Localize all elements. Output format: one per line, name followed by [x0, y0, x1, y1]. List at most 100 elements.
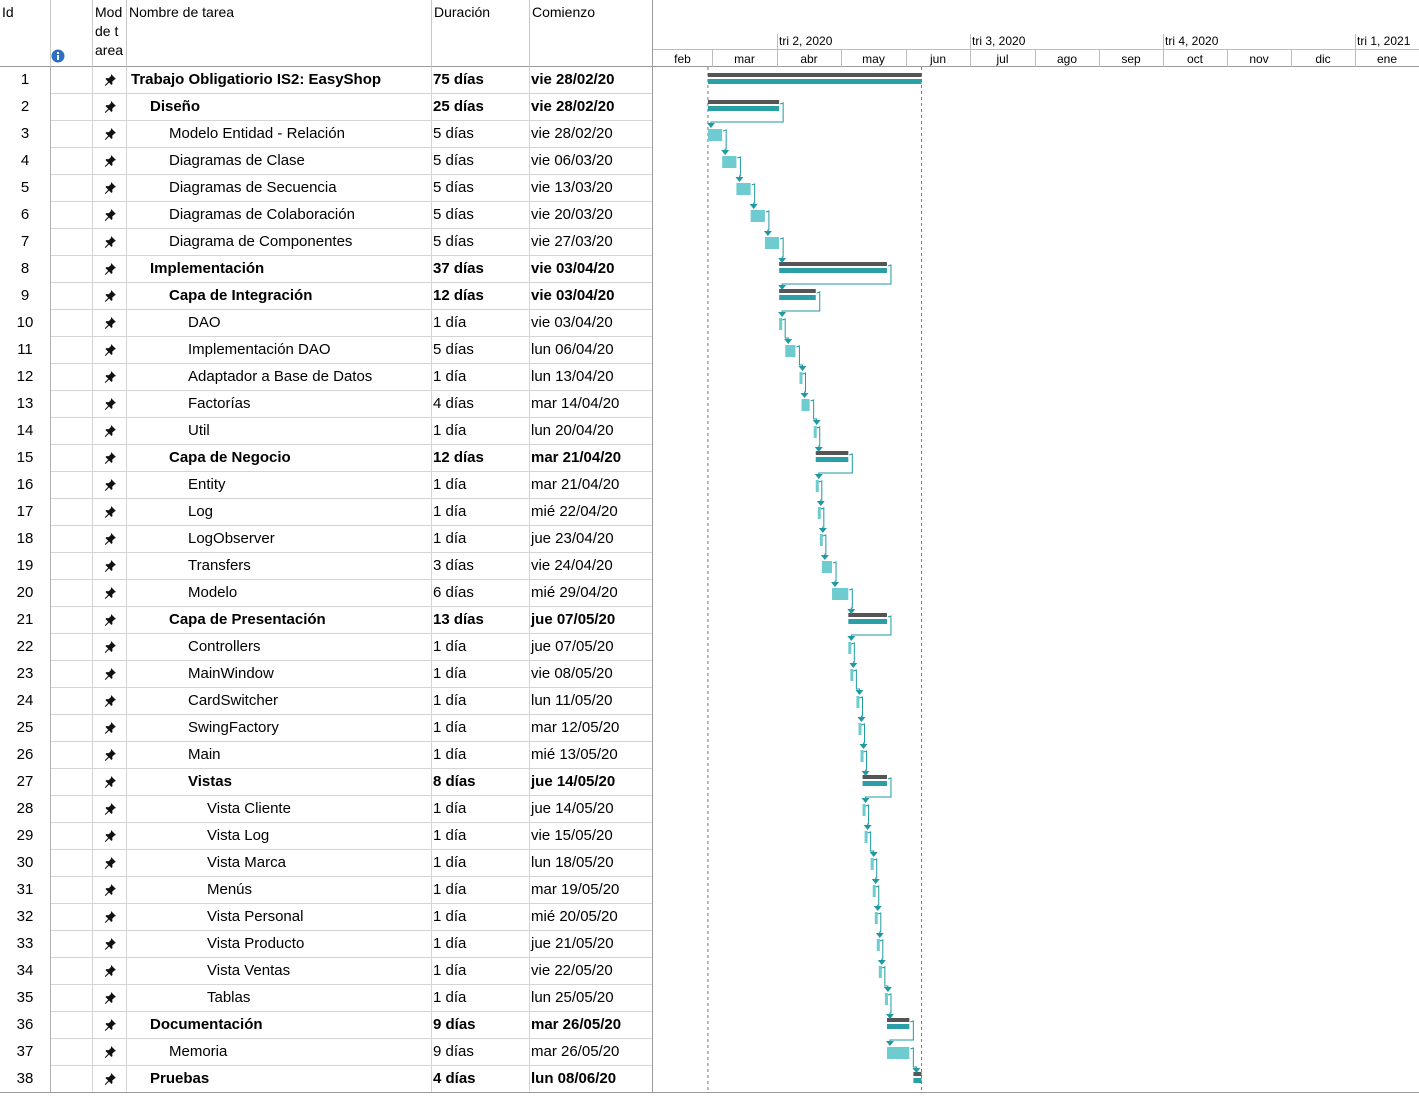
task-indicator-cell[interactable] [51, 877, 93, 904]
task-row[interactable]: 36 Documentación 9 días mar 26/05/20 [0, 1012, 652, 1039]
task-mode-cell[interactable] [93, 337, 127, 364]
task-indicator-cell[interactable] [51, 148, 93, 175]
task-start-cell[interactable]: mar 26/05/20 [531, 1043, 620, 1060]
task-start-cell[interactable]: mar 26/05/20 [531, 1016, 622, 1033]
task-start-cell[interactable]: mar 19/05/20 [531, 881, 620, 898]
task-mode-cell[interactable] [93, 1012, 127, 1039]
task-duration-cell[interactable]: 1 día [432, 661, 530, 688]
task-row[interactable]: 21 Capa de Presentación 13 días jue 07/05/2… [0, 607, 652, 634]
task-mode-cell[interactable] [93, 553, 127, 580]
task-indicator-cell[interactable] [51, 823, 93, 850]
task-duration-cell[interactable]: 75 días [432, 67, 530, 94]
task-mode-cell[interactable] [93, 499, 127, 526]
task-start-cell[interactable]: mar 12/05/20 [531, 719, 620, 736]
task-name-cell[interactable]: Capa de Negocio [127, 445, 432, 472]
task-indicator-cell[interactable] [51, 931, 93, 958]
task-name-cell[interactable]: Tablas [127, 985, 432, 1012]
task-start-cell[interactable]: vie 06/03/20 [531, 152, 613, 169]
task-mode-cell[interactable] [93, 445, 127, 472]
task-name-cell[interactable]: Memoria [127, 1039, 432, 1066]
task-indicator-cell[interactable] [51, 985, 93, 1012]
task-start-cell[interactable]: vie 28/02/20 [531, 71, 615, 88]
task-start-cell[interactable]: lun 25/05/20 [531, 989, 614, 1006]
task-id-cell[interactable]: 27 [0, 769, 51, 796]
task-indicator-cell[interactable] [51, 67, 93, 94]
task-start-cell[interactable]: jue 21/05/20 [531, 935, 614, 952]
task-start-cell[interactable]: vie 13/03/20 [531, 179, 613, 196]
task-start-cell[interactable]: lun 13/04/20 [531, 368, 614, 385]
task-indicator-cell[interactable] [51, 634, 93, 661]
task-row[interactable]: 24 CardSwitcher 1 día lun 11/05/20 [0, 688, 652, 715]
task-indicator-cell[interactable] [51, 796, 93, 823]
task-name-cell[interactable]: Controllers [127, 634, 432, 661]
task-name-cell[interactable]: Pruebas [127, 1066, 432, 1093]
task-indicator-cell[interactable] [51, 175, 93, 202]
task-id-cell[interactable]: 11 [0, 337, 51, 364]
task-duration-cell[interactable]: 9 días [432, 1012, 530, 1039]
task-row[interactable]: 9 Capa de Integración 12 días vie 03/04/20 [0, 283, 652, 310]
task-indicator-cell[interactable] [51, 418, 93, 445]
task-id-cell[interactable]: 29 [0, 823, 51, 850]
task-indicator-cell[interactable] [51, 742, 93, 769]
task-duration-cell[interactable]: 1 día [432, 985, 530, 1012]
task-mode-cell[interactable] [93, 175, 127, 202]
task-duration-cell[interactable]: 12 días [432, 445, 530, 472]
task-duration-cell[interactable]: 1 día [432, 634, 530, 661]
task-start-cell[interactable]: mar 21/04/20 [531, 449, 622, 466]
task-row[interactable]: 16 Entity 1 día mar 21/04/20 [0, 472, 652, 499]
task-id-cell[interactable]: 5 [0, 175, 51, 202]
task-duration-cell[interactable]: 1 día [432, 418, 530, 445]
task-duration-cell[interactable]: 1 día [432, 877, 530, 904]
task-name-cell[interactable]: Modelo Entidad - Relación [127, 121, 432, 148]
task-start-cell[interactable]: vie 27/03/20 [531, 233, 613, 250]
task-start-cell[interactable]: vie 03/04/20 [531, 314, 613, 331]
task-duration-cell[interactable]: 1 día [432, 796, 530, 823]
task-start-cell[interactable]: mar 21/04/20 [531, 476, 620, 493]
column-header-task-name[interactable]: Nombre de tarea [127, 0, 432, 67]
task-name-cell[interactable]: Main [127, 742, 432, 769]
task-row[interactable]: 38 Pruebas 4 días lun 08/06/20 [0, 1066, 652, 1093]
task-row[interactable]: 2 Diseño 25 días vie 28/02/20 [0, 94, 652, 121]
task-mode-cell[interactable] [93, 985, 127, 1012]
task-duration-cell[interactable]: 6 días [432, 580, 530, 607]
task-name-cell[interactable]: Entity [127, 472, 432, 499]
task-name-cell[interactable]: Vista Ventas [127, 958, 432, 985]
task-start-cell[interactable]: mié 22/04/20 [531, 503, 618, 520]
task-name-cell[interactable]: SwingFactory [127, 715, 432, 742]
task-row[interactable]: 19 Transfers 3 días vie 24/04/20 [0, 553, 652, 580]
task-start-cell[interactable]: lun 20/04/20 [531, 422, 614, 439]
task-row[interactable]: 3 Modelo Entidad - Relación 5 días vie 28/0… [0, 121, 652, 148]
task-name-cell[interactable]: Trabajo Obligatiorio IS2: EasyShop [127, 67, 432, 94]
task-indicator-cell[interactable] [51, 850, 93, 877]
task-id-cell[interactable]: 34 [0, 958, 51, 985]
task-row[interactable]: 35 Tablas 1 día lun 25/05/20 [0, 985, 652, 1012]
task-name-cell[interactable]: Diagrama de Componentes [127, 229, 432, 256]
task-mode-cell[interactable] [93, 148, 127, 175]
task-row[interactable]: 7 Diagrama de Componentes 5 días vie 27/03/… [0, 229, 652, 256]
task-duration-cell[interactable]: 5 días [432, 337, 530, 364]
column-header-duration[interactable]: Duración [432, 0, 530, 67]
task-row[interactable]: 32 Vista Personal 1 día mié 20/05/20 [0, 904, 652, 931]
task-name-cell[interactable]: Menús [127, 877, 432, 904]
task-start-cell[interactable]: mar 14/04/20 [531, 395, 620, 412]
task-name-cell[interactable]: CardSwitcher [127, 688, 432, 715]
task-name-cell[interactable]: Diagramas de Clase [127, 148, 432, 175]
task-name-cell[interactable]: Documentación [127, 1012, 432, 1039]
task-mode-cell[interactable] [93, 472, 127, 499]
task-id-cell[interactable]: 24 [0, 688, 51, 715]
task-id-cell[interactable]: 20 [0, 580, 51, 607]
task-indicator-cell[interactable] [51, 472, 93, 499]
task-id-cell[interactable]: 23 [0, 661, 51, 688]
task-name-cell[interactable]: Vistas [127, 769, 432, 796]
task-mode-cell[interactable] [93, 526, 127, 553]
task-mode-cell[interactable] [93, 283, 127, 310]
task-start-cell[interactable]: lun 11/05/20 [531, 692, 613, 709]
task-id-cell[interactable]: 25 [0, 715, 51, 742]
task-row[interactable]: 11 Implementación DAO 5 días lun 06/04/20 [0, 337, 652, 364]
task-duration-cell[interactable]: 1 día [432, 904, 530, 931]
task-name-cell[interactable]: Vista Cliente [127, 796, 432, 823]
task-row[interactable]: 26 Main 1 día mié 13/05/20 [0, 742, 652, 769]
task-mode-cell[interactable] [93, 769, 127, 796]
task-duration-cell[interactable]: 13 días [432, 607, 530, 634]
task-id-cell[interactable]: 38 [0, 1066, 51, 1093]
